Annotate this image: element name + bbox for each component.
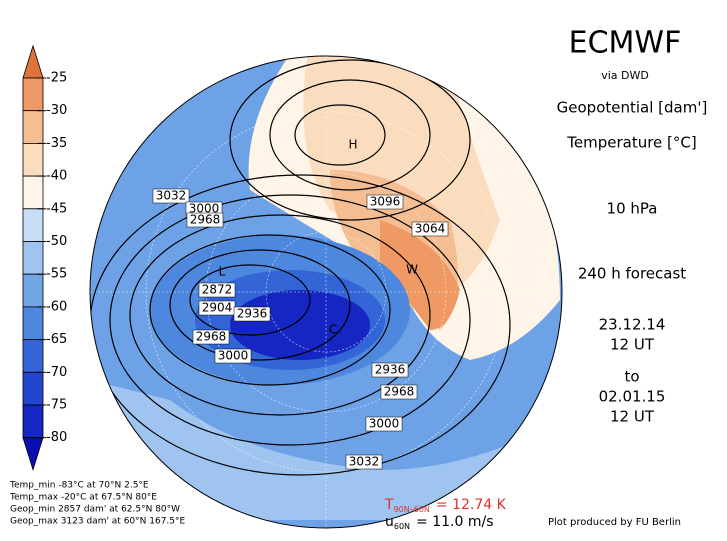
colorbar-box	[22, 110, 44, 144]
label-box	[366, 194, 404, 210]
label-box	[371, 362, 409, 378]
label-box	[152, 188, 190, 204]
colorbar-label: -75	[46, 398, 67, 413]
source: via DWD	[601, 69, 649, 82]
label-box	[233, 306, 271, 322]
label-box	[198, 282, 236, 298]
contour-label: 3032	[349, 455, 380, 469]
stat-line: Geop_min 2857 dam' at 62.5°N 80°W	[10, 505, 180, 515]
colorbar-box	[22, 208, 44, 242]
pressure-center: H	[348, 138, 357, 152]
colorbar-label: -40	[46, 169, 67, 184]
pressure-center: C	[329, 323, 337, 337]
pressure-center: W	[406, 263, 418, 277]
label-box	[192, 329, 230, 345]
colorbar-label: -45	[46, 201, 67, 216]
date: 02.01.15	[599, 388, 666, 406]
contour-label: 2936	[237, 307, 268, 321]
label-box	[214, 348, 252, 364]
credit: Plot produced by FU Berlin	[548, 517, 681, 528]
colorbar-label: -25	[46, 71, 67, 86]
contour-label: 2968	[190, 213, 221, 227]
value: = 12.74 K	[436, 497, 507, 513]
label-box	[411, 221, 449, 237]
to: to	[624, 368, 639, 386]
label-box	[380, 384, 418, 400]
contour-label: 3000	[189, 202, 220, 216]
subscript: 90N–60N	[394, 505, 430, 514]
field: Geopotential [dam']	[557, 99, 708, 117]
colorbar-box	[22, 77, 44, 112]
stat-line: Temp_min -83°C at 70°N 2.5°E	[9, 481, 149, 491]
contour-label: 3032	[156, 189, 187, 203]
symbol: T	[384, 497, 394, 513]
colorbar-label: -65	[46, 332, 67, 347]
region	[380, 220, 460, 330]
colorbar-label: -55	[46, 267, 67, 282]
field: Temperature [°C]	[566, 134, 696, 152]
contour-label: 2968	[384, 385, 415, 399]
colorbar-box	[22, 339, 44, 373]
colorbar-box	[22, 371, 44, 406]
colorbar-label: -35	[46, 136, 67, 151]
colorbar-box	[22, 241, 44, 275]
pressure-center: L	[219, 265, 226, 279]
colorbar-box	[22, 273, 44, 308]
contour-label: 2936	[375, 363, 406, 377]
time: 12 UT	[610, 336, 655, 354]
colorbar-arrow	[22, 437, 44, 472]
colorbar-label: -60	[46, 299, 67, 314]
colorbar-box	[22, 404, 44, 439]
colorbar-label: -70	[46, 365, 67, 380]
contours	[90, 59, 511, 476]
forecast: 240 h forecast	[578, 265, 686, 283]
colorbar-label: -80	[46, 430, 67, 445]
colorbar-box	[22, 142, 44, 177]
stat-line: Geop_max 3123 dam' at 60°N 167.5°E	[10, 517, 186, 527]
map-border	[89, 55, 563, 529]
contour-label: 3000	[218, 349, 249, 363]
u-index: u60N = 11.0 m/s	[385, 514, 494, 531]
colorbar-box	[22, 175, 44, 210]
contour-label: 3064	[415, 222, 446, 236]
t-index: T90N–60N = 12.74 K	[384, 497, 507, 514]
label-box	[345, 454, 383, 470]
label-box	[186, 212, 224, 228]
contour-label: 3096	[370, 195, 401, 209]
colorbar-label: -30	[46, 103, 67, 118]
colorbar-box	[22, 306, 44, 340]
symbol: u	[385, 514, 394, 530]
level: 10 hPa	[607, 200, 658, 218]
date: 23.12.14	[599, 316, 666, 334]
contour-label: 3000	[369, 417, 400, 431]
map	[90, 56, 562, 528]
region	[90, 380, 560, 520]
contour-label: 2968	[196, 330, 227, 344]
time: 12 UT	[610, 408, 655, 426]
contour-label: 2872	[202, 283, 233, 297]
contour-label: 2904	[202, 301, 233, 315]
label-box	[365, 416, 403, 432]
stat-line: Temp_max -20°C at 67.5°N 80°E	[9, 493, 157, 503]
colorbar-label: -50	[46, 234, 67, 249]
title: ECMWF	[569, 26, 682, 61]
colorbar-arrow	[22, 44, 44, 79]
subscript: 60N	[394, 522, 410, 531]
value: = 11.0 m/s	[416, 514, 493, 530]
